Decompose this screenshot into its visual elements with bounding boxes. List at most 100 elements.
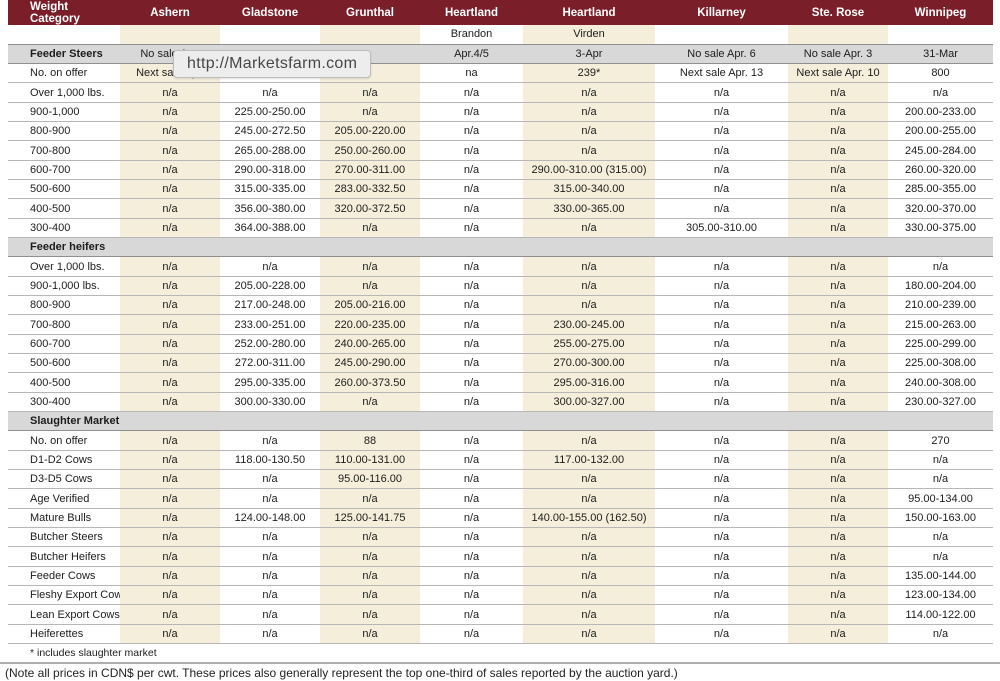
price-cell: n/a <box>788 546 888 567</box>
price-cell: n/a <box>420 102 523 123</box>
price-cell: n/a <box>523 604 655 625</box>
price-cell: 205.00-228.00 <box>220 276 320 297</box>
price-cell: n/a <box>220 82 320 103</box>
price-cell: n/a <box>788 276 888 297</box>
column-header: Killarney <box>655 0 788 25</box>
row-label: Over 1,000 lbs. <box>8 82 120 103</box>
price-cell: Next sale Apr. 10 <box>788 63 888 84</box>
price-cell: n/a <box>120 121 220 142</box>
price-cell: n/a <box>788 121 888 142</box>
price-cell: n/a <box>420 314 523 335</box>
price-cell: n/a <box>420 353 523 374</box>
table-row: 700-800 n/a 265.00-288.00 250.00-260.00 n/a n… <box>8 140 993 161</box>
price-cell <box>320 25 420 45</box>
price-cell: n/a <box>655 566 788 587</box>
price-cell: n/a <box>655 392 788 413</box>
column-header: Gladstone <box>220 0 320 25</box>
price-cell: n/a <box>655 469 788 490</box>
price-cell: n/a <box>320 82 420 103</box>
column-header: Heartland <box>523 0 655 25</box>
price-cell <box>523 237 655 258</box>
price-cell: Apr.4/5 <box>420 43 523 65</box>
price-cell: n/a <box>320 218 420 239</box>
price-cell: n/a <box>120 82 220 103</box>
row-label: 400-500 <box>8 372 120 393</box>
table-row: Butcher Steers n/a n/a n/a n/a n/a n/a n/a n/a <box>8 527 993 548</box>
prices-note: (Note all prices in CDN$ per cwt. These … <box>5 665 678 680</box>
price-cell: n/a <box>220 585 320 606</box>
price-cell: n/a <box>788 140 888 161</box>
price-cell: n/a <box>655 508 788 529</box>
price-cell: 3-Apr <box>523 43 655 65</box>
price-cell: 205.00-216.00 <box>320 295 420 316</box>
price-cell: n/a <box>420 527 523 548</box>
table-row: Over 1,000 lbs. n/a n/a n/a n/a n/a n/a n/a n/a <box>8 82 993 103</box>
section-label: Slaughter Market <box>8 411 120 432</box>
row-label: Lean Export Cows <box>8 604 120 625</box>
price-cell: n/a <box>655 82 788 103</box>
price-cell <box>120 411 220 432</box>
price-cell: n/a <box>655 334 788 355</box>
price-cell: n/a <box>120 585 220 606</box>
price-cell: 265.00-288.00 <box>220 140 320 161</box>
price-cell: n/a <box>655 488 788 509</box>
price-cell: 283.00-332.50 <box>320 179 420 200</box>
price-cell <box>788 25 888 45</box>
url-status-tooltip: http://Marketsfarm.com <box>173 50 372 78</box>
price-cell: n/a <box>788 256 888 277</box>
table-row: 500-600 n/a 315.00-335.00 283.00-332.50 n/a 3… <box>8 179 993 200</box>
price-cell: n/a <box>120 179 220 200</box>
table-row: Age Verified n/a n/a n/a n/a n/a n/a n/a 95.00-1… <box>8 488 993 509</box>
price-cell: n/a <box>420 295 523 316</box>
row-label: No. on offer <box>8 63 120 84</box>
price-cell: n/a <box>420 624 523 645</box>
price-cell: n/a <box>320 276 420 297</box>
price-cell: n/a <box>120 218 220 239</box>
price-cell: 240.00-308.00 <box>888 372 993 393</box>
price-cell: n/a <box>788 334 888 355</box>
column-header: Ashern <box>120 0 220 25</box>
table-row: Over 1,000 lbs. n/a n/a n/a n/a n/a n/a n/a n/a <box>8 256 993 277</box>
price-cell: 210.00-239.00 <box>888 295 993 316</box>
table-row: D1-D2 Cows n/a 118.00-130.50 110.00-131.00 n… <box>8 450 993 471</box>
price-cell: n/a <box>788 179 888 200</box>
row-label: Feeder Cows <box>8 566 120 587</box>
price-cell: n/a <box>655 314 788 335</box>
price-cell: n/a <box>320 102 420 123</box>
price-cell: n/a <box>420 508 523 529</box>
price-cell: n/a <box>788 82 888 103</box>
price-cell: 225.00-308.00 <box>888 353 993 374</box>
price-cell: n/a <box>523 256 655 277</box>
price-cell: 239* <box>523 63 655 84</box>
price-cell: n/a <box>120 334 220 355</box>
price-cell: n/a <box>220 430 320 451</box>
price-cell <box>523 411 655 432</box>
row-label: Over 1,000 lbs. <box>8 256 120 277</box>
price-cell: n/a <box>523 218 655 239</box>
price-cell: n/a <box>788 353 888 374</box>
price-cell <box>320 237 420 258</box>
price-cell: 217.00-248.00 <box>220 295 320 316</box>
price-cell: n/a <box>788 624 888 645</box>
table-row: 800-900 n/a 245.00-272.50 205.00-220.00 n/a n… <box>8 121 993 142</box>
row-label: Mature Bulls <box>8 508 120 529</box>
location-subheader-row: Brandon Virden <box>8 25 993 45</box>
price-cell: 233.00-251.00 <box>220 314 320 335</box>
row-label: Heiferettes <box>8 624 120 645</box>
price-cell: 320.00-370.00 <box>888 198 993 219</box>
row-label: No. on offer <box>8 430 120 451</box>
price-cell: 260.00-373.50 <box>320 372 420 393</box>
price-cell: 250.00-260.00 <box>320 140 420 161</box>
table-row: 800-900 n/a 217.00-248.00 205.00-216.00 n/a n… <box>8 295 993 316</box>
price-cell: n/a <box>420 546 523 567</box>
price-cell: n/a <box>655 160 788 181</box>
price-cell: n/a <box>655 121 788 142</box>
row-label: Fleshy Export Cows <box>8 585 120 606</box>
price-cell: n/a <box>788 508 888 529</box>
price-cell: 252.00-280.00 <box>220 334 320 355</box>
price-cell: n/a <box>788 198 888 219</box>
price-cell: n/a <box>788 527 888 548</box>
price-cell <box>655 25 788 44</box>
price-cell: n/a <box>420 198 523 219</box>
price-cell: 230.00-245.00 <box>523 314 655 335</box>
